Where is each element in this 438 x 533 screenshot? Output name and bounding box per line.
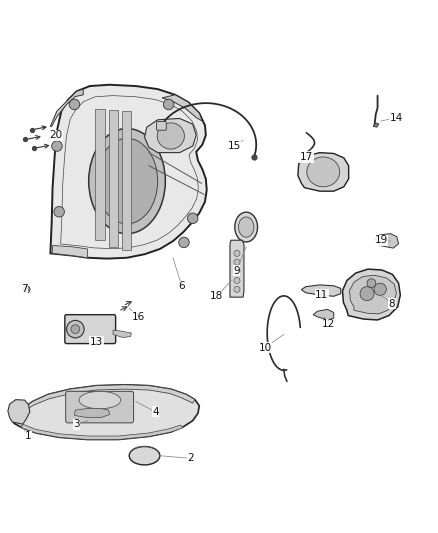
Polygon shape (8, 400, 30, 424)
Text: 15: 15 (228, 141, 241, 151)
Ellipse shape (238, 217, 254, 237)
FancyBboxPatch shape (66, 391, 134, 423)
Polygon shape (109, 110, 118, 247)
Ellipse shape (129, 447, 160, 465)
Polygon shape (95, 109, 105, 240)
Text: 2: 2 (187, 454, 194, 463)
Polygon shape (13, 385, 199, 440)
Circle shape (69, 99, 80, 110)
Ellipse shape (307, 157, 340, 187)
Text: 8: 8 (389, 298, 396, 309)
Circle shape (360, 287, 374, 301)
Circle shape (234, 268, 240, 274)
Text: 3: 3 (73, 419, 80, 429)
Circle shape (71, 325, 80, 334)
Text: 18: 18 (210, 291, 223, 301)
Polygon shape (50, 85, 207, 259)
Circle shape (52, 141, 62, 151)
Ellipse shape (235, 212, 258, 242)
Text: 10: 10 (258, 343, 272, 352)
Polygon shape (162, 95, 202, 121)
Circle shape (367, 279, 376, 287)
Text: 9: 9 (233, 266, 240, 276)
Text: 1: 1 (25, 431, 32, 441)
Polygon shape (373, 123, 379, 127)
Polygon shape (375, 233, 399, 248)
Ellipse shape (96, 139, 158, 224)
Circle shape (374, 283, 386, 295)
Text: 4: 4 (152, 407, 159, 417)
Polygon shape (24, 385, 195, 410)
Ellipse shape (88, 128, 166, 233)
Text: 14: 14 (390, 112, 403, 123)
Text: 6: 6 (178, 281, 185, 291)
Polygon shape (313, 310, 334, 320)
Text: 13: 13 (90, 337, 103, 347)
Ellipse shape (79, 391, 121, 409)
Polygon shape (122, 111, 131, 250)
Polygon shape (53, 246, 88, 258)
Text: 19: 19 (374, 235, 388, 245)
Polygon shape (343, 269, 400, 320)
Circle shape (234, 259, 240, 265)
Circle shape (54, 206, 64, 217)
Polygon shape (350, 275, 396, 314)
Text: 20: 20 (49, 130, 63, 140)
Polygon shape (230, 240, 244, 297)
Circle shape (234, 251, 240, 256)
Text: 17: 17 (300, 152, 313, 162)
Text: 12: 12 (322, 319, 335, 329)
Text: 7: 7 (21, 284, 28, 294)
Circle shape (234, 278, 240, 284)
Polygon shape (298, 152, 349, 191)
Circle shape (179, 237, 189, 248)
FancyBboxPatch shape (65, 314, 116, 344)
Polygon shape (145, 118, 196, 152)
FancyBboxPatch shape (157, 122, 166, 130)
Polygon shape (21, 424, 183, 440)
Ellipse shape (157, 123, 184, 149)
Polygon shape (301, 285, 341, 296)
Circle shape (163, 99, 174, 110)
Polygon shape (74, 408, 110, 418)
Circle shape (67, 320, 84, 338)
Circle shape (234, 286, 240, 292)
Polygon shape (113, 330, 131, 337)
Text: 16: 16 (131, 312, 145, 322)
Polygon shape (50, 89, 83, 126)
Circle shape (187, 213, 198, 223)
Text: 11: 11 (315, 290, 328, 300)
